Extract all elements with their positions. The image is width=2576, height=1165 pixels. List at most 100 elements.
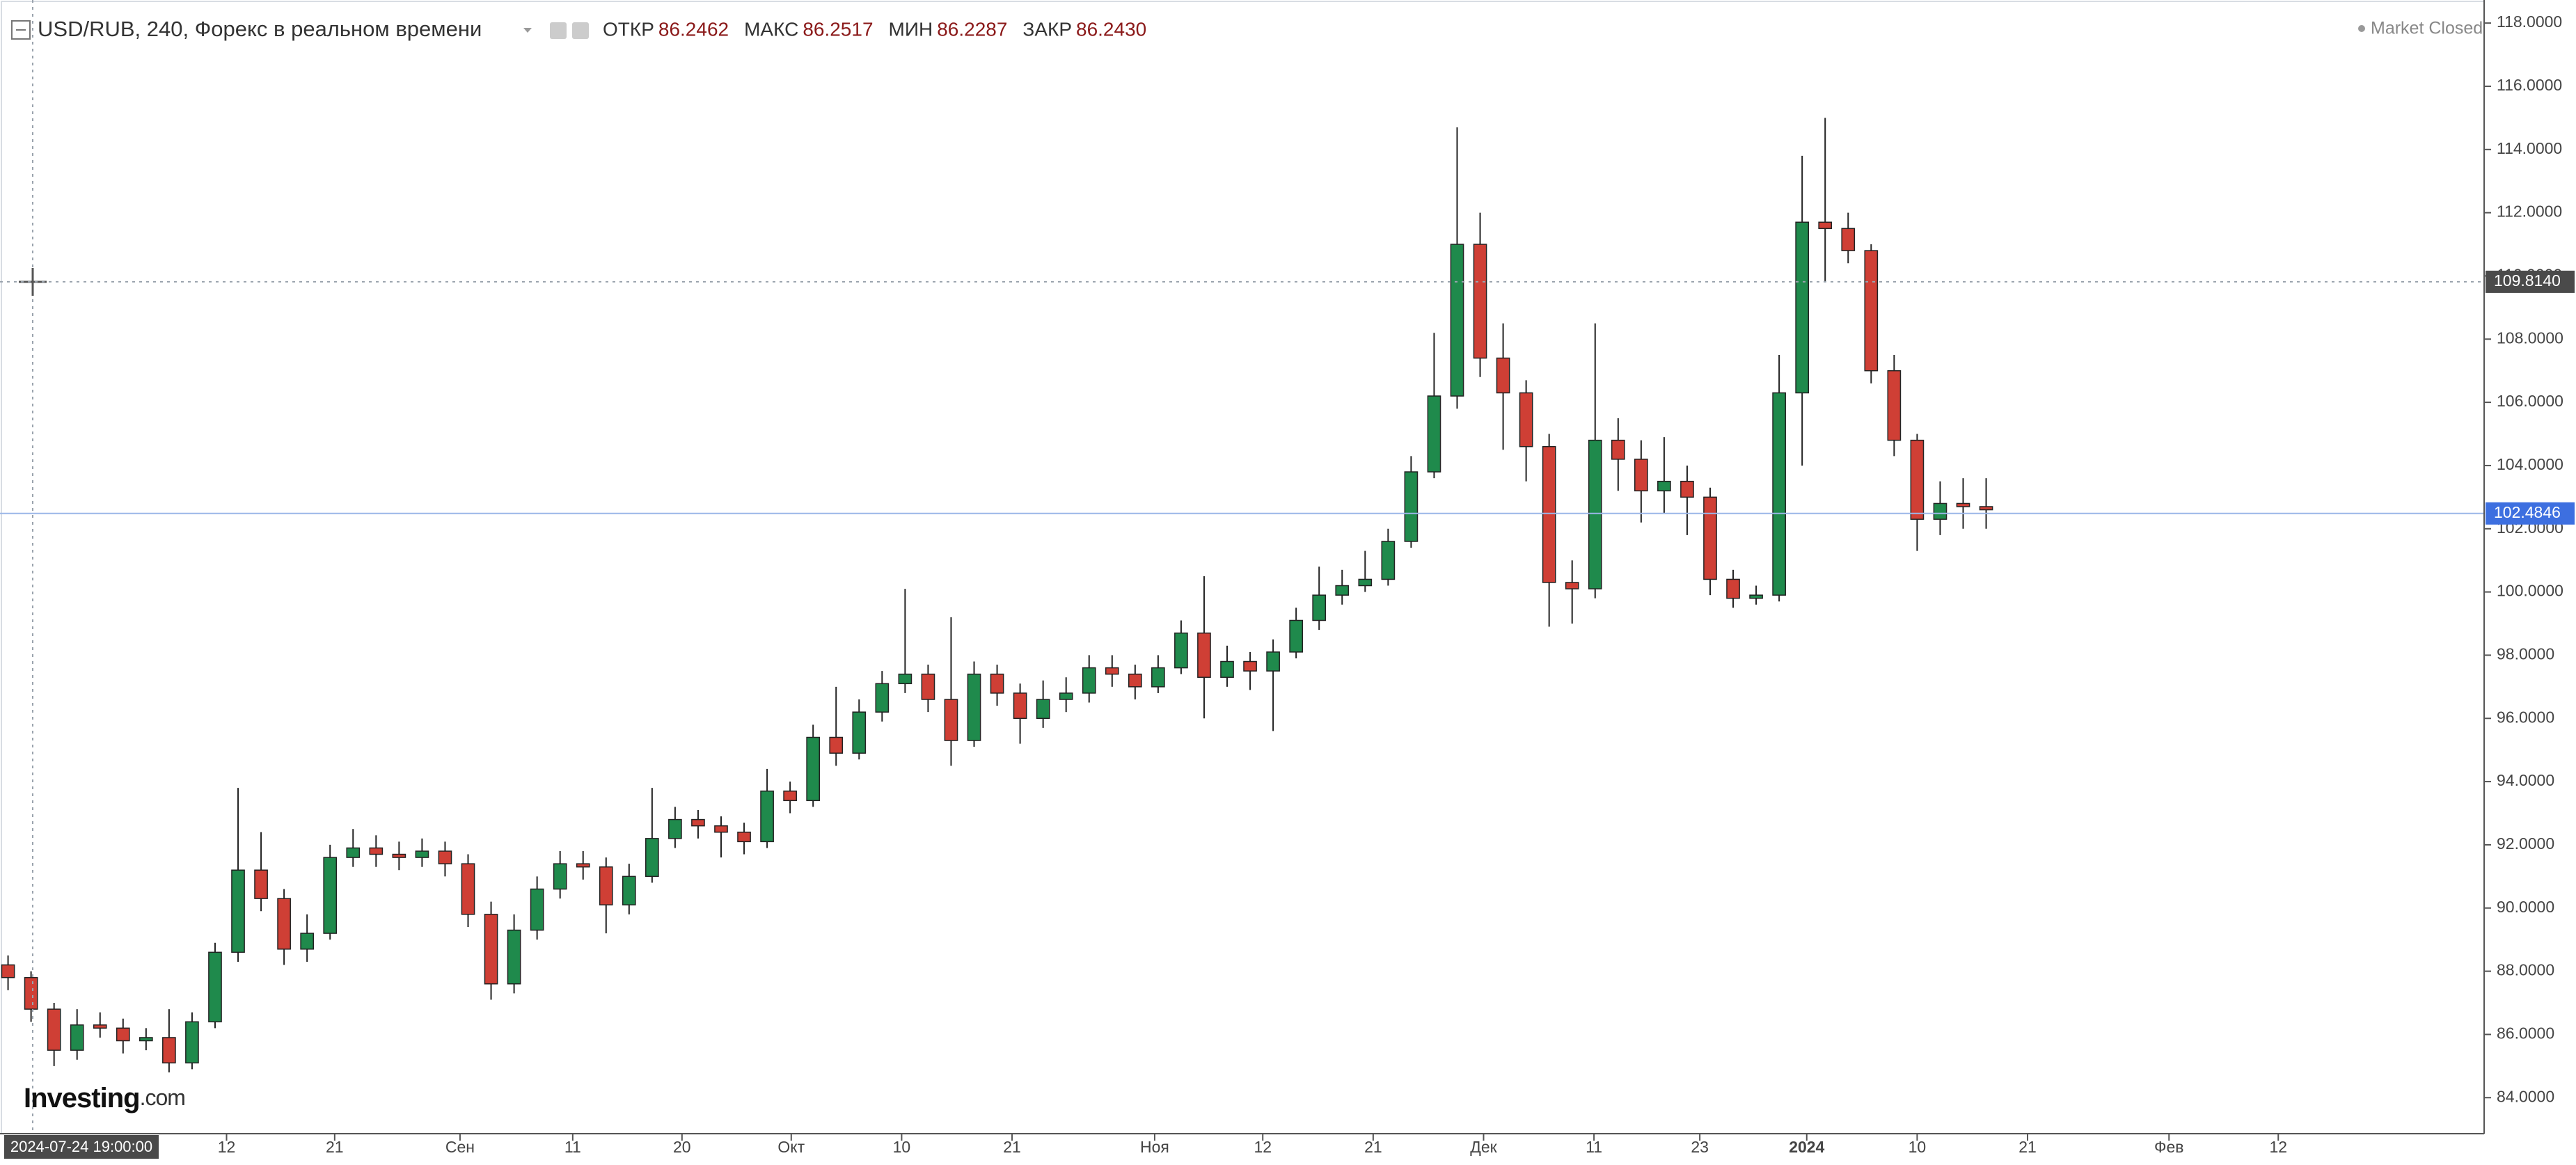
title-dropdown[interactable] xyxy=(523,28,532,33)
last-price-box xyxy=(2486,502,2575,525)
candle-body xyxy=(806,736,821,802)
candle-body xyxy=(1611,439,1625,460)
x-tick-label: 11 xyxy=(564,1138,581,1156)
candle-body xyxy=(1036,699,1050,720)
y-tick-label: 118.0000 xyxy=(2497,13,2562,31)
y-tick-label: 112.0000 xyxy=(2497,203,2562,221)
candle-body xyxy=(162,1037,176,1064)
status-dot xyxy=(2358,25,2365,32)
y-tick-label: 108.0000 xyxy=(2497,328,2563,347)
candle-body xyxy=(1473,244,1487,359)
candle-body xyxy=(507,929,521,985)
candle-body xyxy=(553,863,567,890)
ohlc-value: 86.2430 xyxy=(1076,18,1146,40)
candle-body xyxy=(1933,502,1947,520)
candle-body xyxy=(1450,244,1464,397)
candle-body xyxy=(484,914,498,985)
y-tick-label: 84.0000 xyxy=(2497,1087,2554,1105)
candle-body xyxy=(1864,250,1879,372)
candle-body xyxy=(24,976,38,1010)
x-tick-label: 20 xyxy=(673,1138,691,1156)
market-status: Market Closed xyxy=(2371,19,2483,38)
candle-body xyxy=(1956,502,1970,507)
x-tick-label: 10 xyxy=(893,1138,911,1156)
y-tick-label: 104.0000 xyxy=(2497,455,2563,473)
y-tick-label: 94.0000 xyxy=(2497,771,2554,789)
y-tick-label: 116.0000 xyxy=(2497,76,2562,94)
crosshair-price-label: 109.8140 xyxy=(2494,271,2561,290)
candle-body xyxy=(1726,578,1740,599)
candle-body xyxy=(415,850,429,858)
candle-body xyxy=(116,1027,130,1042)
crosshair-date-box xyxy=(4,1135,159,1159)
candle-body xyxy=(714,825,728,833)
candle-body xyxy=(599,866,613,905)
candle-body xyxy=(1795,221,1810,394)
candle-body xyxy=(1519,392,1533,447)
candle-body xyxy=(737,832,751,843)
y-tick-label: 100.0000 xyxy=(2497,582,2563,600)
ohlc-value: 86.2462 xyxy=(658,18,729,40)
logo: Investing.com xyxy=(24,1083,185,1114)
candle-body xyxy=(1979,506,1993,511)
candle-body xyxy=(898,673,912,685)
candle-body xyxy=(1703,496,1717,580)
candle-body xyxy=(783,790,797,802)
x-tick-label: Фев xyxy=(2154,1138,2184,1156)
candle-body xyxy=(1818,221,1833,230)
candle-body xyxy=(1565,582,1579,589)
x-tick-label: 2024 xyxy=(1789,1138,1824,1156)
settings-icon[interactable] xyxy=(572,22,589,39)
candle-body xyxy=(1404,471,1419,542)
x-tick-label: 12 xyxy=(2269,1138,2287,1156)
settings-icon[interactable] xyxy=(550,22,567,39)
candle-body xyxy=(323,857,338,934)
candle-body xyxy=(852,711,867,754)
candle-body xyxy=(990,673,1004,694)
x-tick-label: Окт xyxy=(777,1138,805,1156)
x-tick-label: 11 xyxy=(1586,1138,1602,1156)
candle-body xyxy=(47,1008,61,1051)
candle-body xyxy=(1772,392,1786,596)
candle-body xyxy=(1266,651,1280,672)
candle-body xyxy=(576,863,590,868)
x-tick-label: 21 xyxy=(326,1138,344,1156)
candle-body xyxy=(1,964,15,978)
candle-body xyxy=(392,853,406,858)
candle-body xyxy=(139,1037,153,1042)
ohlc-label: МИН xyxy=(889,18,933,40)
candle-body xyxy=(461,863,475,915)
y-tick-label: 88.0000 xyxy=(2497,961,2554,979)
candle-body xyxy=(1657,480,1671,492)
candle-body xyxy=(1634,459,1648,492)
candle-body xyxy=(1335,585,1350,596)
candle-body xyxy=(1243,660,1257,672)
candle-body xyxy=(300,933,315,950)
candle-body xyxy=(254,869,268,899)
ohlc-label: ОТКР xyxy=(603,18,654,40)
candle-body xyxy=(1151,667,1165,688)
candle-body xyxy=(1312,594,1327,621)
candles-layer xyxy=(1,118,1993,1072)
candle-body xyxy=(622,875,636,905)
candle-body xyxy=(93,1024,107,1029)
x-tick-label: 21 xyxy=(1364,1138,1382,1156)
candle-body xyxy=(944,699,958,741)
y-tick-label: 114.0000 xyxy=(2497,139,2562,157)
candle-body xyxy=(1588,439,1602,589)
x-tick-label: 21 xyxy=(1003,1138,1021,1156)
candle-body xyxy=(1128,673,1142,688)
last-price-label: 102.4846 xyxy=(2494,503,2561,521)
y-tick-label: 90.0000 xyxy=(2497,898,2554,916)
candle-body xyxy=(1841,228,1856,251)
candle-body xyxy=(1197,632,1211,678)
candle-body xyxy=(668,818,682,839)
candle-body xyxy=(185,1021,199,1064)
ohlc-value: 86.2287 xyxy=(937,18,1007,40)
candle-body xyxy=(1059,692,1073,700)
candle-body xyxy=(1013,692,1027,720)
logo-suffix: .com xyxy=(140,1085,185,1110)
x-tick-label: 23 xyxy=(1691,1138,1709,1156)
candle-body xyxy=(1542,445,1556,583)
